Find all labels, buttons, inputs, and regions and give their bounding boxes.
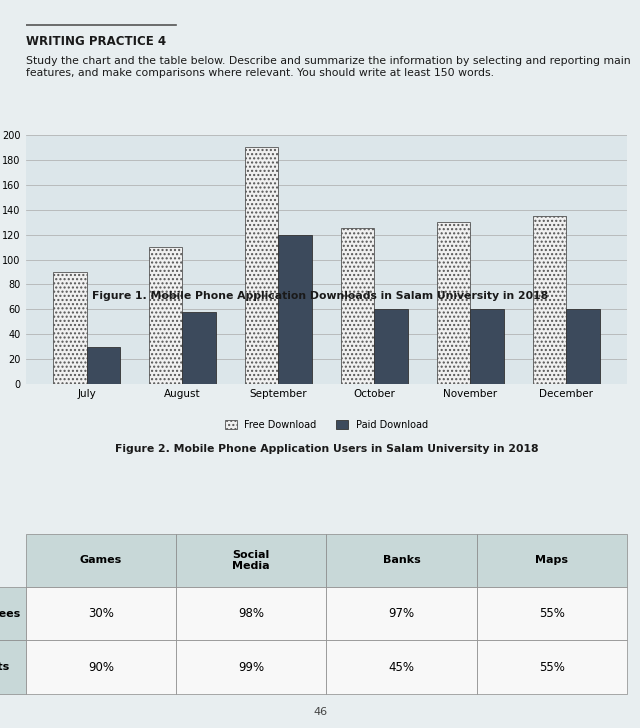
Bar: [532, 216, 566, 384]
Bar: [374, 309, 408, 384]
Text: Figure 2. Mobile Phone Application Users in Salam University in 2018: Figure 2. Mobile Phone Application Users…: [115, 444, 538, 454]
Text: Study the chart and the table below. Describe and summarize the information by s: Study the chart and the table below. Des…: [26, 56, 630, 78]
Text: 46: 46: [313, 707, 327, 717]
Bar: [436, 222, 470, 384]
Bar: [278, 234, 312, 384]
Bar: [470, 309, 504, 384]
Bar: [245, 147, 278, 384]
Legend: Free Download, Paid Download: Free Download, Paid Download: [221, 416, 431, 434]
Bar: [149, 247, 182, 384]
Bar: [86, 347, 120, 384]
Text: WRITING PRACTICE 4: WRITING PRACTICE 4: [26, 35, 166, 48]
Bar: [53, 272, 86, 384]
Text: Figure 1. Mobile Phone Application Downloads in Salam University in 2018: Figure 1. Mobile Phone Application Downl…: [92, 290, 548, 301]
Bar: [340, 229, 374, 384]
Bar: [566, 309, 600, 384]
Bar: [182, 312, 216, 384]
